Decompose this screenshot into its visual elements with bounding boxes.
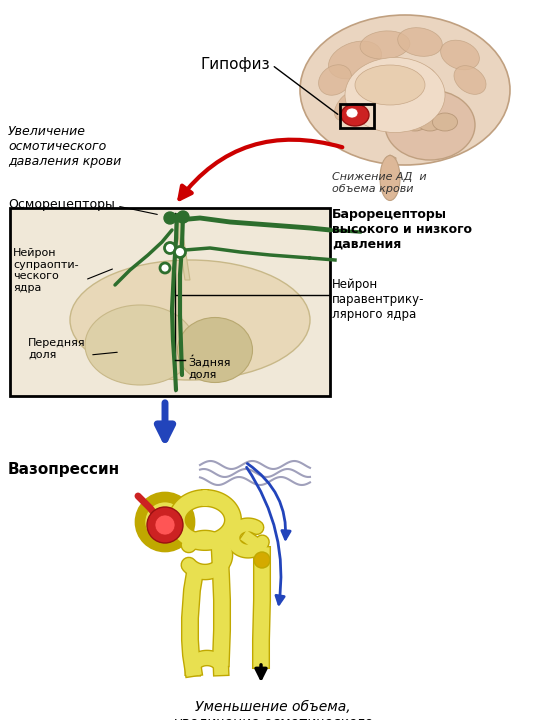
Text: Уменьшение объема,
увеличение осмотического
давления мочи: Уменьшение объема, увеличение осмотическ… bbox=[173, 700, 373, 720]
Bar bbox=[10, 208, 330, 396]
Text: Увеличение
осмотического
давaления крови: Увеличение осмотического давaления крови bbox=[8, 125, 121, 168]
Ellipse shape bbox=[345, 58, 445, 132]
Polygon shape bbox=[386, 155, 396, 185]
Ellipse shape bbox=[402, 113, 428, 131]
Ellipse shape bbox=[360, 31, 410, 59]
Polygon shape bbox=[175, 215, 190, 280]
Ellipse shape bbox=[300, 15, 510, 165]
Ellipse shape bbox=[85, 305, 195, 385]
Ellipse shape bbox=[177, 318, 252, 382]
Ellipse shape bbox=[355, 65, 425, 105]
Text: Снижение АД  и
объема крови: Снижение АД и объема крови bbox=[332, 172, 426, 194]
Text: Нейрон
паравентрику-
лярного ядра: Нейрон паравентрику- лярного ядра bbox=[332, 278, 424, 321]
Ellipse shape bbox=[329, 41, 382, 79]
Ellipse shape bbox=[441, 40, 479, 70]
Ellipse shape bbox=[385, 90, 475, 160]
Circle shape bbox=[160, 263, 170, 273]
Ellipse shape bbox=[418, 113, 442, 131]
Circle shape bbox=[177, 211, 189, 223]
Ellipse shape bbox=[454, 66, 486, 94]
Text: Передняя
доля: Передняя доля bbox=[28, 338, 86, 359]
Ellipse shape bbox=[432, 113, 458, 131]
Text: Баpорецепторы
высокого и низкого
давления: Баpорецепторы высокого и низкого давлени… bbox=[332, 208, 472, 251]
Circle shape bbox=[147, 507, 183, 543]
Ellipse shape bbox=[397, 27, 442, 56]
Ellipse shape bbox=[335, 89, 365, 120]
Text: Задняя
доля: Задняя доля bbox=[188, 358, 230, 379]
Text: Нейрон
супраопти-
ческого
ядра: Нейрон супраопти- ческого ядра bbox=[13, 248, 79, 293]
Circle shape bbox=[164, 243, 175, 253]
Circle shape bbox=[164, 212, 176, 224]
Circle shape bbox=[175, 246, 186, 258]
Circle shape bbox=[140, 497, 190, 547]
Ellipse shape bbox=[380, 156, 400, 200]
Bar bbox=[340, 104, 374, 128]
Ellipse shape bbox=[341, 104, 369, 126]
Ellipse shape bbox=[70, 260, 310, 380]
Ellipse shape bbox=[318, 65, 352, 95]
Text: Гипофиз: Гипофиз bbox=[200, 58, 270, 73]
Text: Осморецепторы: Осморецепторы bbox=[8, 198, 115, 211]
Circle shape bbox=[254, 552, 270, 568]
Ellipse shape bbox=[346, 108, 358, 118]
Circle shape bbox=[155, 515, 175, 535]
Text: Вазопрессин: Вазопрессин bbox=[8, 462, 120, 477]
Ellipse shape bbox=[395, 65, 435, 85]
